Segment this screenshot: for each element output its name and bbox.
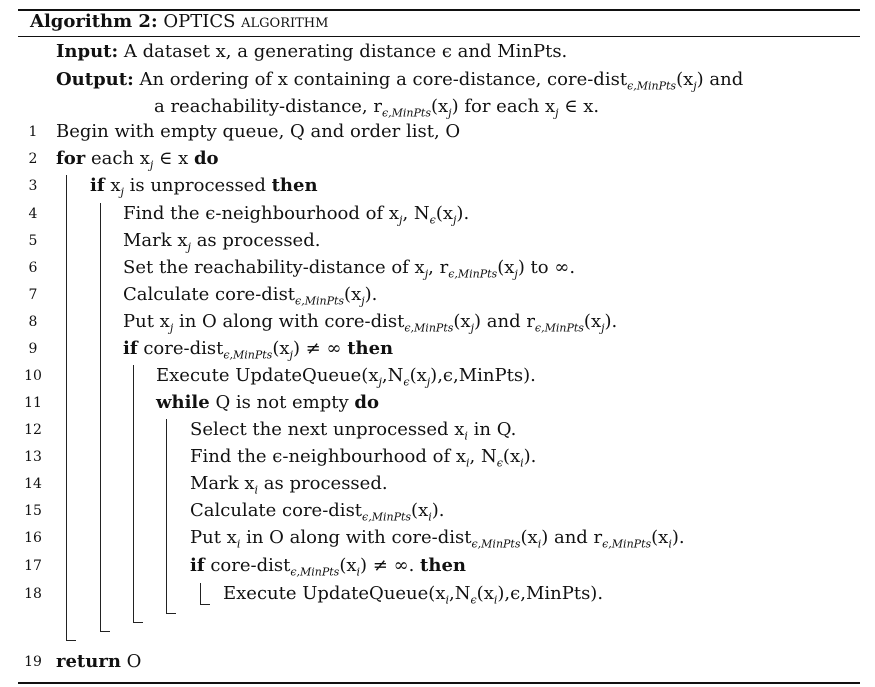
- block-guide-for-end: [66, 640, 76, 642]
- output-text-1: An ordering of x containing a core-dista…: [139, 69, 744, 93]
- algorithm-line: if xj is unprocessed then: [90, 175, 318, 199]
- title-rule: [18, 36, 860, 37]
- output-line-1: Output: An ordering of x containing a co…: [56, 69, 744, 93]
- algorithm-line: Find the ϵ-neighbourhood of xj, Nϵ(xj).: [123, 203, 470, 227]
- input-text: A dataset x, a generating distance ϵ and…: [123, 41, 568, 62]
- keyword: if: [123, 338, 138, 359]
- algorithm-line: Calculate core-distϵ,MinPts(xj).: [123, 284, 378, 308]
- line-number: 4: [28, 206, 38, 222]
- line-number: 10: [24, 368, 42, 384]
- keyword: if: [190, 555, 205, 576]
- algorithm-line: Begin with empty queue, Q and order list…: [56, 121, 461, 142]
- output-line-2: a reachability-distance, rϵ,MinPts(xj) f…: [154, 96, 600, 120]
- line-number: 5: [28, 233, 38, 249]
- algorithm-line: return O: [56, 651, 142, 672]
- line-number: 2: [28, 151, 38, 167]
- algorithm-label: Algorithm 2:: [30, 11, 158, 32]
- line-number: 6: [28, 260, 38, 276]
- algorithm-line: while Q is not empty do: [156, 392, 379, 413]
- block-guide-while: [166, 419, 168, 613]
- keyword: do: [354, 392, 379, 413]
- algorithm-line: for each xj ∈ x do: [56, 148, 219, 172]
- line-number: 12: [24, 422, 42, 438]
- algorithm-line: Put xi in O along with core-distϵ,MinPts…: [190, 527, 685, 551]
- algorithm-line: Mark xj as processed.: [123, 230, 321, 254]
- line-number: 7: [28, 287, 38, 303]
- output-label: Output:: [56, 69, 134, 90]
- algorithm-line: Execute UpdateQueue(xi,Nϵ(xi),ϵ,MinPts).: [223, 583, 604, 607]
- algorithm-line: if core-distϵ,MinPts(xj) ≠ ∞ then: [123, 338, 394, 362]
- input-line: Input: A dataset x, a generating distanc…: [56, 41, 567, 63]
- bottom-rule: [18, 682, 860, 684]
- line-number: 9: [28, 341, 38, 357]
- algorithm-caption: Algorithm 2: OPTICS algorithm: [30, 11, 328, 33]
- algorithm-line: Calculate core-distϵ,MinPts(xi).: [190, 500, 445, 524]
- keyword: then: [271, 175, 318, 196]
- keyword: for: [56, 148, 86, 169]
- algorithm-line: if core-distϵ,MinPts(xi) ≠ ∞. then: [190, 555, 466, 579]
- line-number: 13: [24, 449, 42, 465]
- line-number: 3: [28, 178, 38, 194]
- block-guide-if-core-end: [133, 622, 143, 624]
- block-guide-if-unprocessed: [100, 203, 102, 631]
- input-label: Input:: [56, 41, 119, 62]
- block-guide-if-core: [133, 365, 135, 622]
- block-guide-for: [66, 175, 68, 640]
- line-number: 8: [28, 314, 38, 330]
- line-number: 19: [24, 654, 42, 670]
- algorithm-line: Select the next unprocessed xi in Q.: [190, 419, 517, 443]
- line-number: 1: [28, 124, 38, 140]
- line-number: 17: [24, 558, 42, 574]
- line-number: 11: [24, 395, 42, 411]
- algorithm-line: Set the reachability-distance of xj, rϵ,…: [123, 257, 576, 281]
- line-number: 15: [24, 503, 42, 519]
- output-text-2: a reachability-distance, rϵ,MinPts(xj) f…: [154, 96, 600, 120]
- keyword: do: [193, 148, 219, 169]
- block-guide-if-inner: [200, 583, 202, 604]
- algorithm-line: Find the ϵ-neighbourhood of xi, Nϵ(xi).: [190, 446, 537, 470]
- algorithm-line: Execute UpdateQueue(xj,Nϵ(xj),ϵ,MinPts).: [156, 365, 536, 389]
- line-number: 18: [24, 586, 42, 602]
- keyword: while: [156, 392, 210, 413]
- algorithm-title: OPTICS algorithm: [163, 11, 329, 32]
- algorithm-line: Put xj in O along with core-distϵ,MinPts…: [123, 311, 618, 335]
- keyword: then: [347, 338, 394, 359]
- block-guide-if-unprocessed-end: [100, 631, 110, 633]
- line-number: 14: [24, 476, 42, 492]
- keyword: then: [420, 555, 466, 576]
- block-guide-if-inner-end: [200, 604, 210, 606]
- keyword: if: [90, 175, 105, 196]
- block-guide-while-end: [166, 613, 176, 615]
- keyword: return: [56, 651, 121, 672]
- line-number: 16: [24, 530, 42, 546]
- top-rule: [18, 9, 860, 11]
- algorithm-line: Mark xi as processed.: [190, 473, 388, 497]
